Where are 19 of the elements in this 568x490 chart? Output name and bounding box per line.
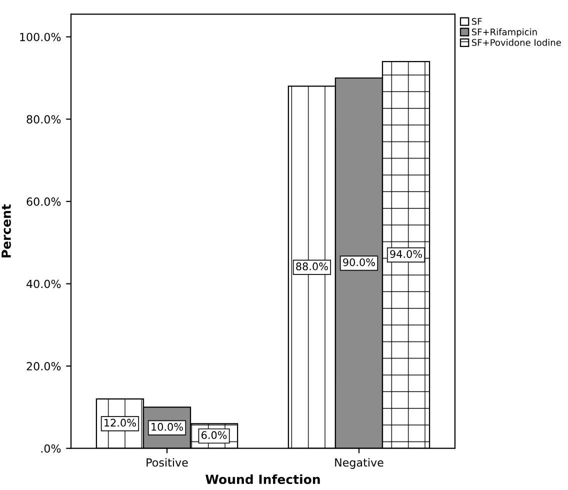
y-tick-label: 100.0% [20, 32, 61, 42]
data-label: 90.0% [343, 258, 375, 266]
legend-label: SF [472, 18, 482, 25]
legend-label: SF+Rifampicin [472, 28, 537, 38]
data-label: 94.0% [390, 250, 422, 258]
data-label: 12.0% [104, 418, 136, 427]
x-tick-label: Positive [146, 458, 188, 467]
legend-label: SF+Povidone Iodine [472, 38, 561, 46]
data-label: 6.0% [202, 431, 227, 440]
x-axis-title: Wound Infection [206, 474, 320, 484]
data-label: 10.0% [152, 422, 183, 431]
data-label: 88.0% [296, 262, 328, 270]
y-tick-label: 60.0% [26, 197, 61, 206]
y-tick-label: 20.0% [26, 362, 61, 370]
y-axis-title: Percent [2, 204, 11, 258]
y-tick-label: .0% [41, 444, 61, 453]
x-tick-label: Negative [335, 458, 384, 469]
y-tick-label: 40.0% [26, 280, 61, 288]
y-tick-label: 80.0% [26, 115, 61, 124]
